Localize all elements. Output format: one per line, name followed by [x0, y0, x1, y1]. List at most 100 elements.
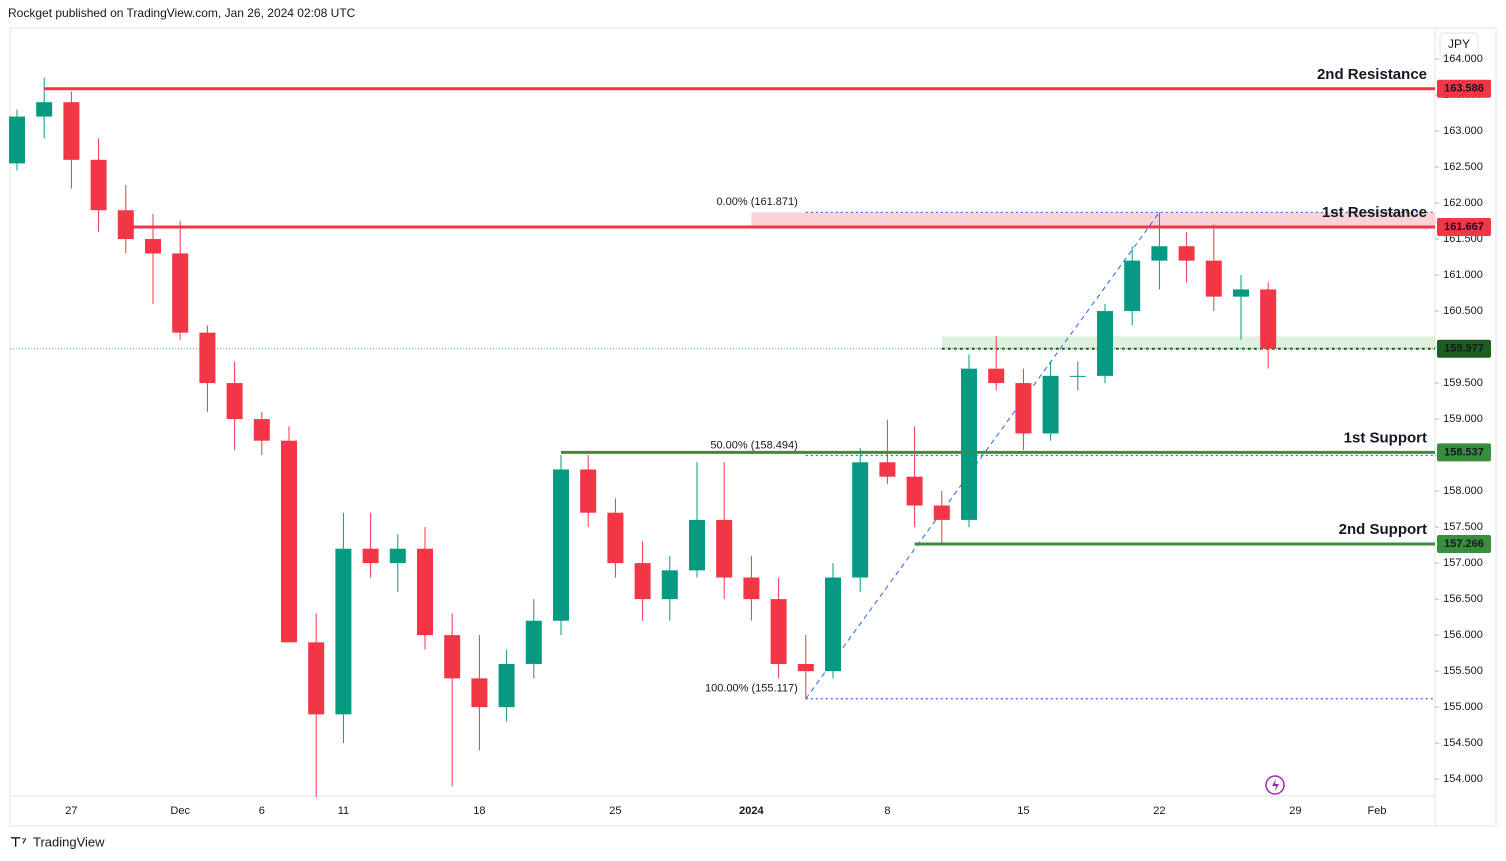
- candle-body: [9, 116, 25, 164]
- price-tag: [1437, 79, 1491, 98]
- y-tick-label: 157.000: [1443, 557, 1483, 569]
- y-tick-label: 157.500: [1443, 521, 1483, 533]
- x-tick-label: 27: [65, 805, 77, 817]
- x-tick-label: 22: [1153, 805, 1165, 817]
- candle-body: [879, 462, 896, 477]
- fib-label: 100.00% (155.117): [705, 683, 798, 695]
- candle-body: [1205, 260, 1222, 297]
- footer-brand: TradingView: [33, 834, 105, 849]
- y-tick-label: 158.000: [1443, 485, 1483, 497]
- price-tag-label: 161.667: [1444, 221, 1484, 233]
- candle-body: [36, 102, 53, 117]
- fib-label: 0.00% (161.871): [716, 196, 797, 208]
- candle-body: [172, 253, 189, 333]
- candle-body: [1233, 289, 1249, 297]
- candle-body: [498, 663, 515, 708]
- y-tick-label: 160.500: [1443, 305, 1483, 317]
- x-tick-label: 25: [609, 805, 621, 817]
- candle-body: [253, 419, 270, 441]
- currency-box[interactable]: [1439, 32, 1479, 58]
- price-tag: [1437, 534, 1491, 553]
- level-name: 1st Resistance: [1322, 204, 1427, 221]
- fib-label: 50.00% (158.494): [710, 439, 797, 451]
- candle-body: [933, 505, 950, 520]
- alert-icon-bolt: [1272, 779, 1279, 791]
- candle-body: [335, 548, 352, 715]
- candle-body: [1124, 260, 1141, 312]
- candle-body: [1151, 246, 1168, 261]
- level-name: 1st Support: [1344, 429, 1427, 446]
- candle-body: [199, 332, 216, 384]
- price-tag-label: 163.586: [1444, 83, 1484, 95]
- candle-body: [444, 635, 461, 679]
- y-tick-label: 155.000: [1443, 701, 1483, 713]
- candle-body: [634, 563, 651, 600]
- price-tag: [1437, 339, 1491, 358]
- candle-body: [389, 548, 406, 564]
- frame: [9, 27, 1497, 827]
- price-tag: [1437, 217, 1491, 236]
- x-tick-label: Dec: [170, 805, 190, 817]
- candle-body: [689, 519, 705, 571]
- candle-body: [1069, 375, 1086, 377]
- candle-body: [607, 512, 624, 564]
- candle-body: [1042, 375, 1059, 434]
- y-tick-label: 162.500: [1443, 161, 1483, 173]
- candle-body: [281, 440, 297, 643]
- candle-body: [716, 519, 733, 578]
- x-tick-label: 11: [338, 805, 349, 817]
- candle-body: [525, 620, 542, 664]
- candle-body: [90, 159, 107, 211]
- price-tag-label: 158.537: [1444, 446, 1484, 458]
- y-tick-label: 155.500: [1443, 665, 1483, 677]
- candle-body: [580, 469, 597, 513]
- y-tick-label: 161.000: [1443, 269, 1483, 281]
- candle-body: [553, 469, 569, 621]
- level-name: 2nd Resistance: [1317, 66, 1427, 83]
- candle-body: [417, 548, 433, 636]
- x-tick-label: 29: [1289, 805, 1301, 817]
- x-tick-label: 6: [259, 805, 265, 817]
- candle-body: [117, 210, 134, 240]
- y-tick-label: 156.500: [1443, 593, 1483, 605]
- y-tick-label: 162.000: [1443, 197, 1483, 209]
- fib-trend: [805, 212, 1160, 700]
- y-tick-label: 163.000: [1443, 125, 1483, 137]
- x-tick-label: Feb: [1368, 805, 1387, 817]
- x-tick-label: 2024: [739, 805, 764, 817]
- candle-body: [226, 383, 243, 420]
- y-tick-label: 156.000: [1443, 629, 1483, 641]
- candle-body: [988, 368, 1005, 384]
- candle-body: [471, 678, 488, 708]
- candle-body: [308, 642, 325, 715]
- candle-body: [1260, 289, 1277, 349]
- header: Rockget published on TradingView.com, Ja…: [8, 6, 356, 20]
- y-tick-label: 154.000: [1443, 773, 1483, 785]
- candle-body: [825, 577, 841, 672]
- currency: JPY: [1448, 37, 1470, 51]
- y-tick-label: 154.500: [1443, 737, 1483, 749]
- candle-body: [1178, 246, 1195, 261]
- level-name: 2nd Support: [1339, 521, 1427, 538]
- price-tag: [1437, 443, 1491, 462]
- candle-body: [661, 570, 678, 600]
- y-tick-label: 159.000: [1443, 413, 1483, 425]
- candle-body: [906, 476, 923, 506]
- candle-body: [961, 368, 977, 520]
- zone: [941, 336, 1435, 349]
- candle-body: [770, 599, 787, 664]
- x-tick-label: 8: [884, 805, 890, 817]
- candle-body: [145, 239, 161, 254]
- x-tick-label: 18: [473, 805, 485, 817]
- candle-body: [1097, 311, 1113, 376]
- logo-mark: ⊤⁷: [10, 834, 27, 849]
- x-tick-label: 15: [1017, 805, 1029, 817]
- candle-body: [852, 462, 869, 578]
- candle-body: [797, 663, 814, 672]
- candle-body: [1015, 383, 1032, 434]
- y-tick-label: 159.500: [1443, 377, 1483, 389]
- candle-body: [743, 577, 760, 600]
- alert-icon[interactable]: [1265, 775, 1285, 795]
